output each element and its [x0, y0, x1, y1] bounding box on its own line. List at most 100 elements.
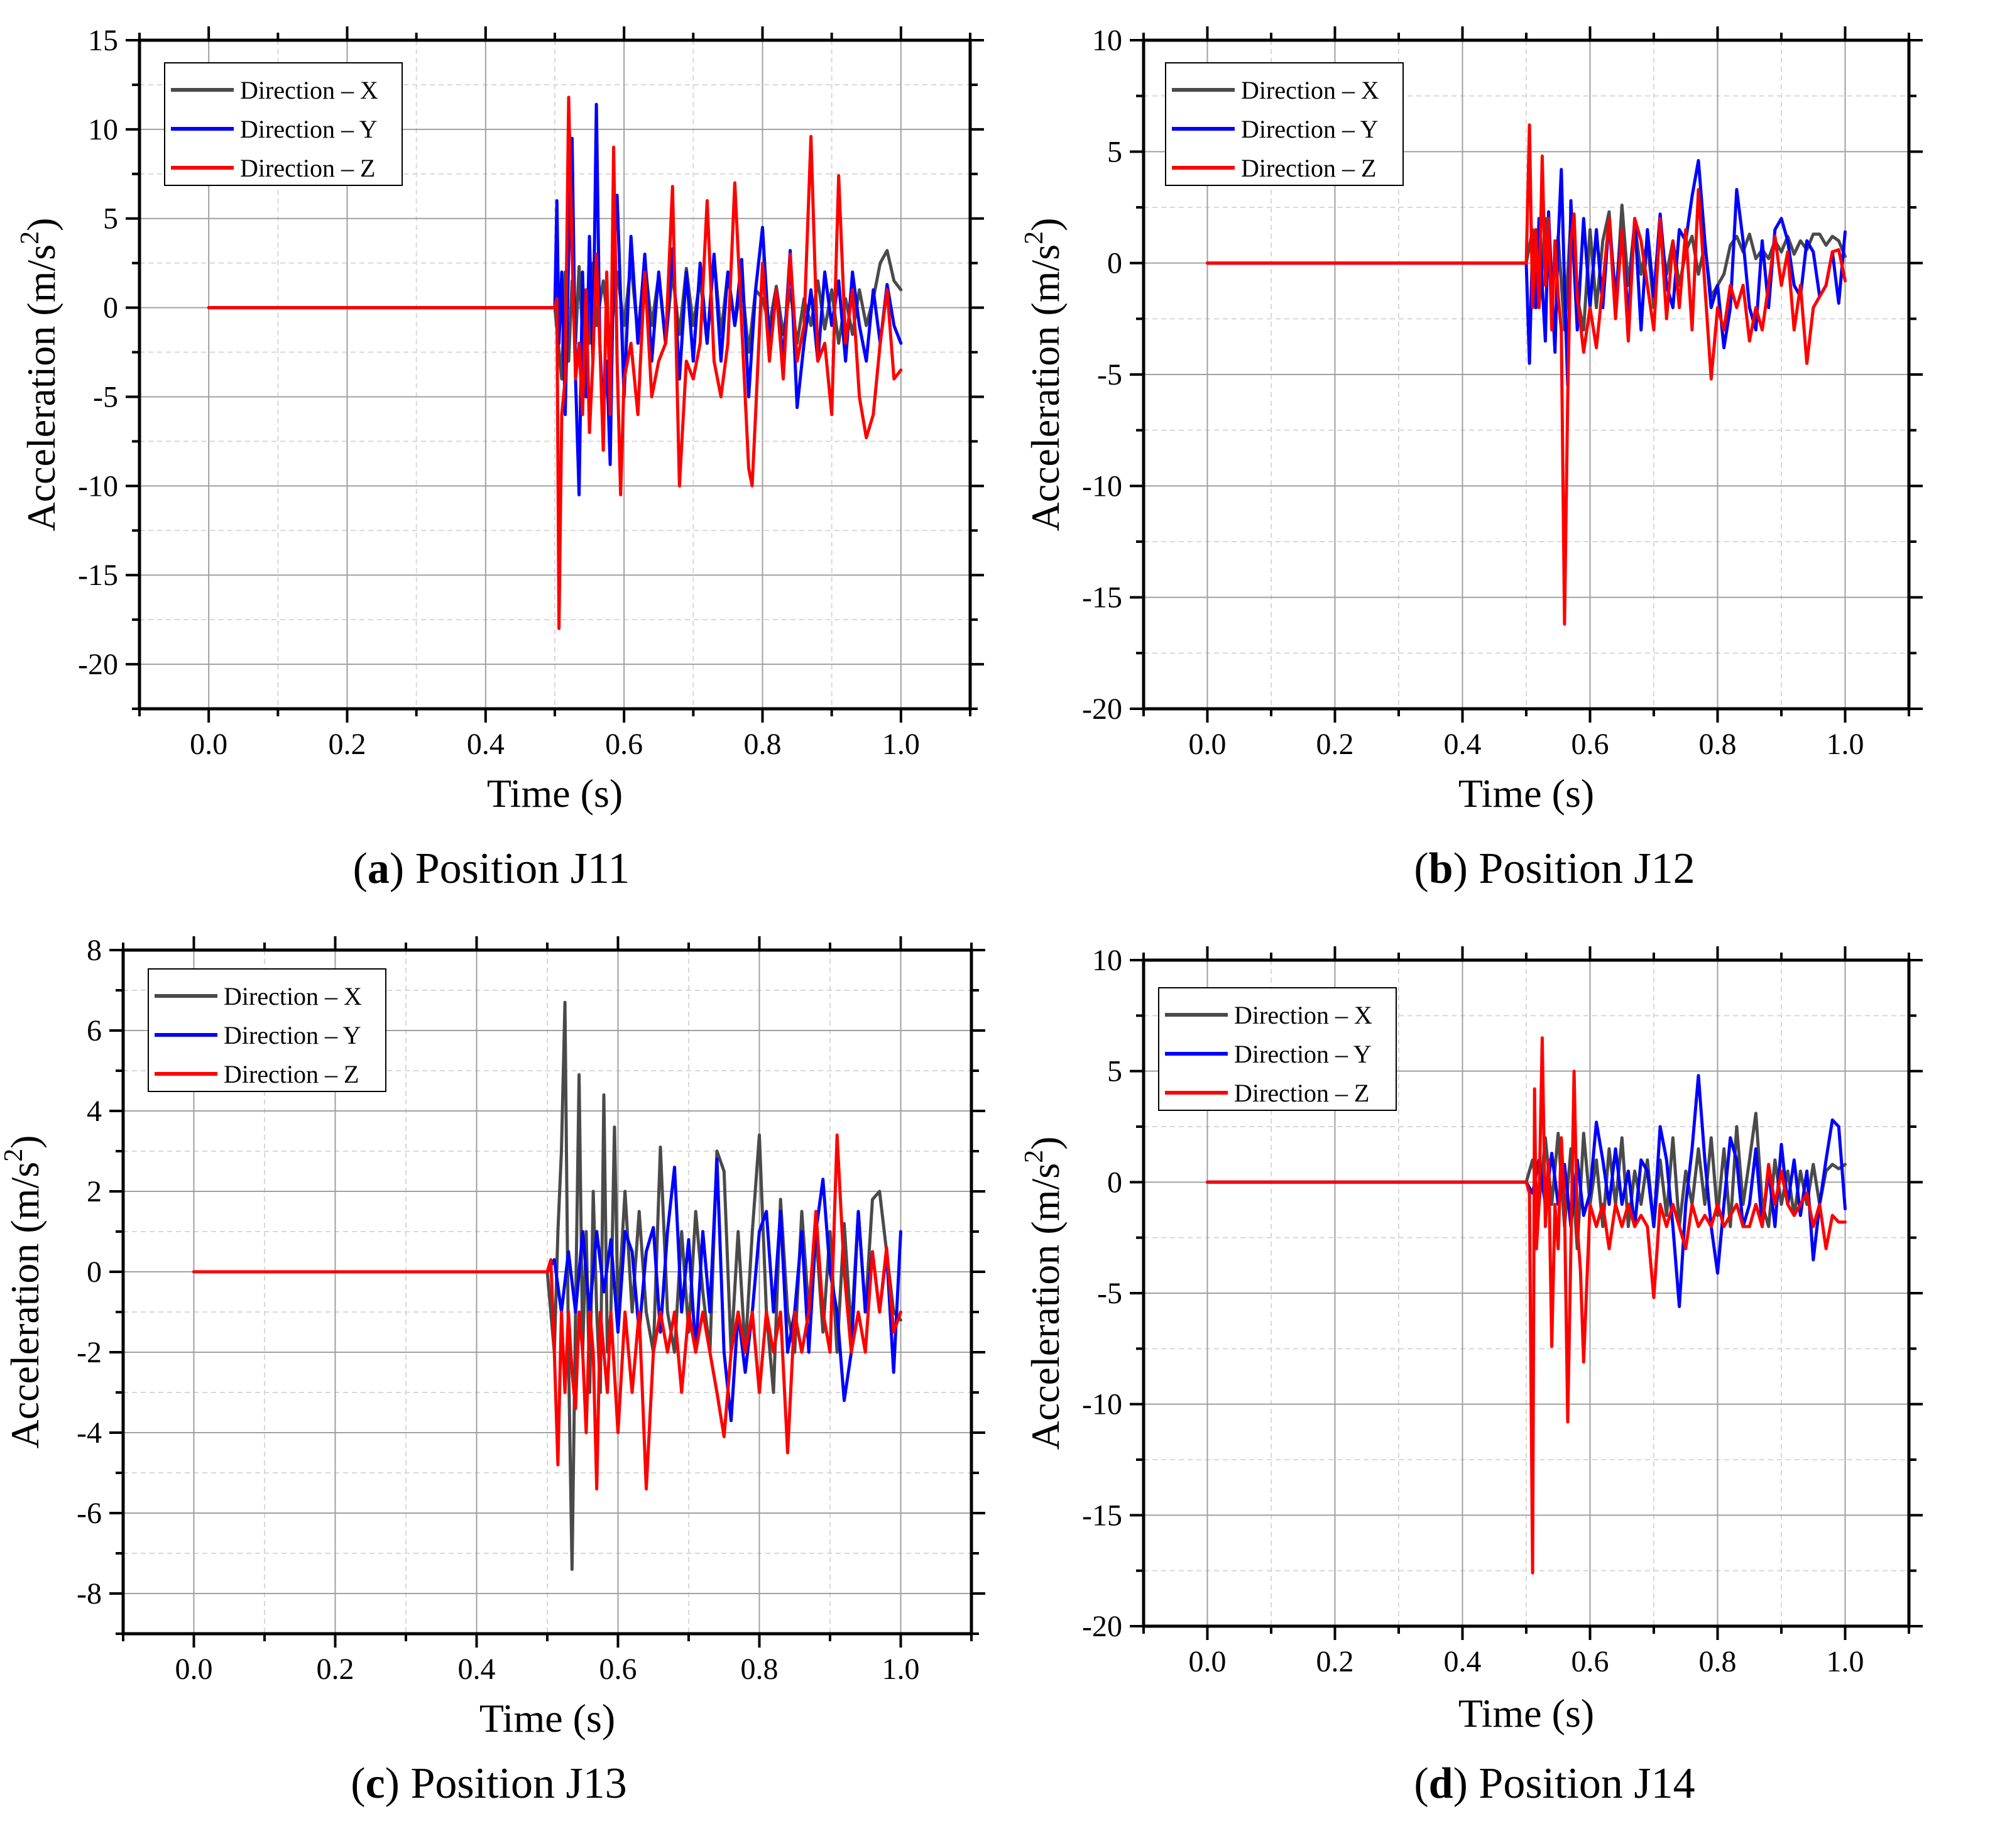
legend: Direction – X Direction – Y Direction – Z: [1158, 987, 1397, 1111]
panel-caption: (b) Position J12: [1414, 845, 1695, 893]
panel-caption: (d) Position J14: [1414, 1759, 1695, 1808]
series-line-z: [192, 1133, 902, 1491]
y-tick-label: -5: [1097, 1277, 1122, 1310]
x-tick-label: 0.8: [1699, 1645, 1737, 1678]
caption-paren-open: (: [353, 845, 368, 893]
y-axis-label: Acceleration (m/s2): [0, 1135, 47, 1449]
y-tick-label: 0: [103, 292, 118, 325]
caption-text: Position J13: [410, 1759, 626, 1808]
x-axis-label: Time (s): [479, 1696, 615, 1741]
y-tick-label: 10: [1092, 24, 1122, 57]
caption-paren-close: ): [390, 845, 415, 893]
y-axis-label-suffix: ): [19, 218, 63, 231]
y-tick-label: -10: [78, 469, 118, 503]
y-axis-label-text: Acceleration (m/s: [1023, 1163, 1068, 1450]
y-tick-label: -20: [78, 648, 118, 681]
legend-label: Direction – Y: [240, 115, 377, 143]
x-axis: 0.0 0.2 0.4 0.6 0.8 1.0: [138, 26, 971, 761]
panel-caption: (a) Position J11: [353, 845, 630, 893]
y-axis-label-text: Acceleration (m/s: [1023, 244, 1068, 532]
y-axis-label-sup: 2: [1020, 231, 1049, 244]
series-lines: [192, 1000, 902, 1572]
y-tick-label: -15: [78, 559, 118, 592]
y-tick-label: 8: [87, 934, 102, 967]
y-axis-label: Acceleration (m/s2): [16, 218, 63, 532]
x-axis-label: Time (s): [1458, 1691, 1594, 1736]
y-tick-label: 5: [103, 202, 118, 236]
chart-panel-b: 0.0 0.2 0.4 0.6 0.8 1.0 10 5 0 -5 -10 -15 -20 Time (s…: [1020, 24, 1923, 893]
y-tick-label: -5: [93, 380, 118, 413]
y-tick-label: 5: [1107, 135, 1122, 168]
x-axis: 0.0 0.2 0.4 0.6 0.8 1.0: [122, 936, 973, 1686]
legend-label: Direction – Y: [1234, 1040, 1371, 1068]
legend-label: Direction – Z: [240, 154, 376, 182]
caption-letter: b: [1429, 845, 1453, 893]
x-axis: 0.0 0.2 0.4 0.6 0.8 1.0: [1142, 26, 1910, 761]
legend: Direction – X Direction – Y Direction – Z: [164, 62, 403, 186]
legend-label: Direction – Z: [1241, 154, 1377, 182]
series-line-y: [1206, 159, 1847, 388]
x-tick-label: 0.0: [1189, 1645, 1227, 1678]
y-axis-label: Acceleration (m/s2): [1020, 218, 1068, 532]
x-tick-label: 1.0: [1827, 728, 1864, 761]
y-axis-label-sup: 2: [0, 1149, 28, 1162]
legend-box: [1158, 987, 1397, 1111]
caption-paren-open: (: [1414, 1759, 1428, 1808]
legend: Direction – X Direction – Y Direction – Z: [148, 968, 386, 1092]
y-axis-label-text: Acceleration (m/s: [19, 244, 63, 532]
series-line-z: [1206, 123, 1847, 626]
y-axis-label-sup: 2: [1020, 1150, 1049, 1163]
caption-text: Position J12: [1478, 845, 1695, 893]
caption-letter: c: [366, 1759, 385, 1808]
x-tick-label: 0.0: [175, 1653, 213, 1686]
x-axis-label: Time (s): [1458, 771, 1594, 816]
legend-label: Direction – X: [240, 76, 378, 104]
series-lines: [1206, 123, 1847, 626]
x-tick-label: 0.4: [1444, 728, 1482, 761]
y-tick-label: -20: [1082, 692, 1122, 726]
y-tick-label: 10: [1092, 944, 1122, 977]
y-tick-label: -10: [1082, 1388, 1122, 1421]
caption-paren-open: (: [351, 1759, 365, 1808]
x-axis-label: Time (s): [487, 771, 623, 816]
legend-label: Direction – Y: [1241, 115, 1378, 143]
x-tick-label: 0.6: [605, 728, 643, 761]
x-tick-label: 0.2: [317, 1653, 354, 1686]
y-tick-label: -10: [1082, 469, 1122, 503]
y-axis: 10 5 0 -5 -10 -15 -20: [1082, 24, 1923, 726]
x-tick-label: 0.8: [1699, 728, 1737, 761]
x-axis: 0.0 0.2 0.4 0.6 0.8 1.0: [1142, 946, 1910, 1678]
legend-label: Direction – Z: [224, 1060, 359, 1088]
series-line-y: [207, 102, 903, 496]
y-tick-label: -6: [77, 1497, 102, 1530]
x-tick-label: 0.2: [1316, 728, 1354, 761]
caption-text: Position J11: [415, 845, 630, 893]
y-tick-label: 0: [1107, 247, 1122, 280]
legend-box: [1165, 62, 1404, 186]
y-tick-label: 5: [1107, 1055, 1122, 1088]
legend-box: [164, 62, 403, 186]
y-tick-label: -4: [77, 1416, 102, 1450]
x-tick-label: 0.6: [1571, 728, 1609, 761]
y-tick-label: -2: [77, 1336, 102, 1369]
x-tick-label: 0.0: [190, 728, 227, 761]
series-line-y: [192, 1157, 902, 1423]
chart-panel-d: 0.0 0.2 0.4 0.6 0.8 1.0 10 5 0 -5 -10 -15 -20 Time (s…: [1020, 944, 1923, 1808]
chart-panel-a: 0.0 0.2 0.4 0.6 0.8 1.0 15 10 5 0 -5 -10 -15 -20 Time …: [16, 24, 984, 893]
x-tick-label: 0.2: [1316, 1645, 1354, 1678]
y-tick-label: -20: [1082, 1610, 1122, 1643]
legend-label: Direction – X: [224, 982, 362, 1010]
y-axis: 10 5 0 -5 -10 -15 -20: [1082, 944, 1923, 1643]
y-tick-label: 15: [88, 24, 118, 57]
legend-label: Direction – X: [1234, 1001, 1372, 1029]
x-tick-label: 0.4: [1444, 1645, 1482, 1678]
x-tick-label: 0.6: [599, 1653, 637, 1686]
y-tick-label: 4: [87, 1095, 102, 1128]
x-tick-label: 0.6: [1571, 1645, 1609, 1678]
y-axis-label-text: Acceleration (m/s: [3, 1162, 47, 1449]
legend-label: Direction – X: [1241, 76, 1379, 104]
y-tick-label: -8: [77, 1577, 102, 1610]
y-axis-label-suffix: ): [3, 1135, 47, 1149]
chart-panel-c: 0.0 0.2 0.4 0.6 0.8 1.0 8 6 4 2 0 -2 -4 -6 -8 Time (s) A…: [0, 934, 985, 1808]
